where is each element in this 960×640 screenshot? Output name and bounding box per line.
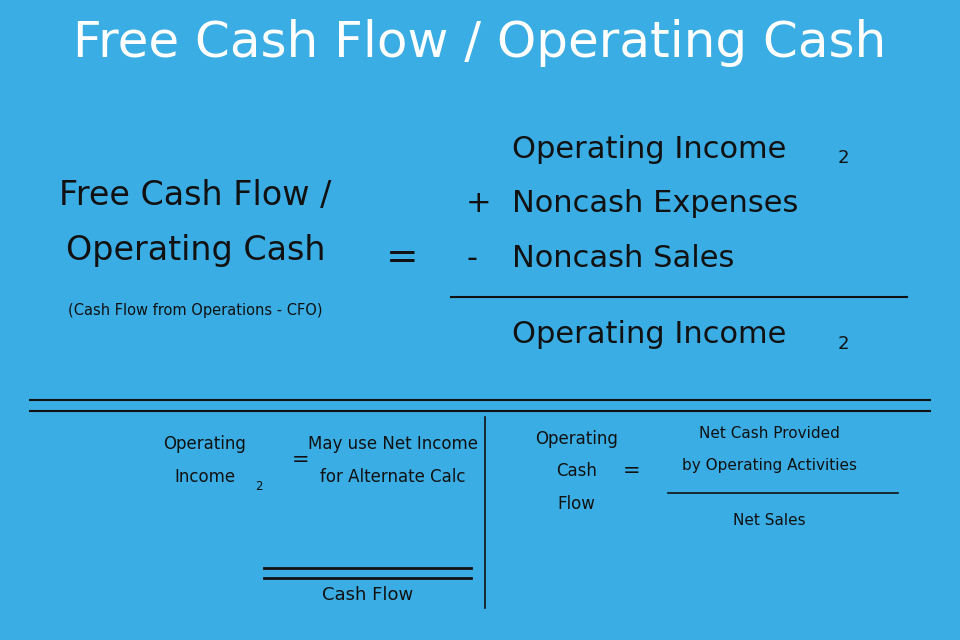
Text: by Operating Activities: by Operating Activities [682, 458, 856, 474]
Text: Flow: Flow [558, 495, 595, 513]
Text: 2: 2 [838, 150, 850, 168]
Text: =: = [386, 239, 419, 277]
Text: Free Cash Flow / Operating Cash: Free Cash Flow / Operating Cash [73, 19, 887, 67]
Text: (Cash Flow from Operations - CFO): (Cash Flow from Operations - CFO) [68, 303, 323, 317]
Text: =: = [623, 461, 640, 481]
Text: for Alternate Calc: for Alternate Calc [320, 468, 466, 486]
Text: -: - [467, 244, 477, 273]
Text: Operating: Operating [535, 429, 618, 447]
Text: Operating: Operating [163, 435, 246, 453]
Text: Free Cash Flow /: Free Cash Flow / [60, 179, 332, 212]
Text: 2: 2 [255, 479, 263, 493]
Text: 2: 2 [838, 335, 850, 353]
Text: Noncash Sales: Noncash Sales [512, 244, 734, 273]
Text: Net Sales: Net Sales [732, 513, 805, 528]
Text: Noncash Expenses: Noncash Expenses [512, 189, 799, 218]
Text: Cash: Cash [556, 462, 597, 480]
Text: Operating Cash: Operating Cash [65, 234, 325, 267]
Text: =: = [292, 451, 310, 470]
Text: Operating Income: Operating Income [512, 134, 786, 164]
Text: Cash Flow: Cash Flow [323, 586, 414, 604]
Text: Net Cash Provided: Net Cash Provided [699, 426, 840, 440]
Text: +: + [467, 189, 492, 218]
Text: Operating Income: Operating Income [512, 320, 786, 349]
Text: Income: Income [174, 468, 235, 486]
Text: May use Net Income: May use Net Income [308, 435, 478, 453]
